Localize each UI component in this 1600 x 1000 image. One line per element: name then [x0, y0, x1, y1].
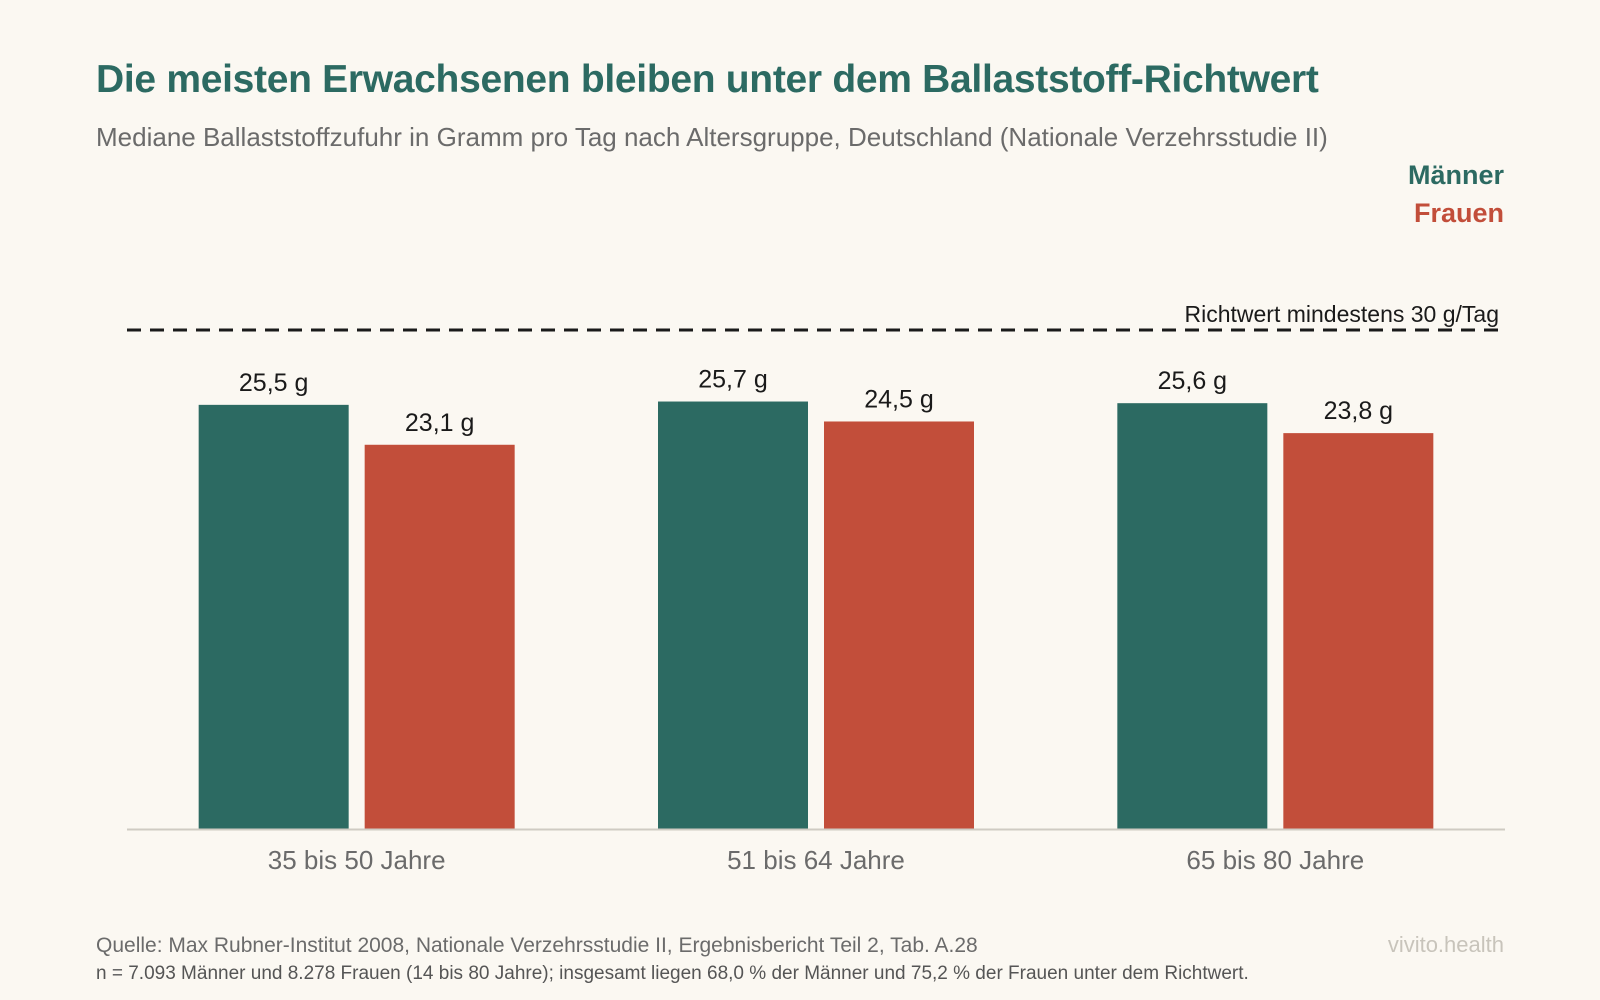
category-label-2: 65 bis 80 Jahre	[1186, 845, 1364, 875]
bar-women-1	[824, 421, 974, 829]
data-label-women-2: 23,8 g	[1324, 397, 1394, 425]
category-label-0: 35 bis 50 Jahre	[268, 845, 446, 875]
category-label-1: 51 bis 64 Jahre	[727, 845, 905, 875]
sample-note: n = 7.093 Männer und 8.278 Frauen (14 bi…	[96, 963, 1249, 984]
legend: Männer Frauen	[1408, 156, 1504, 232]
bar-women-2	[1283, 433, 1434, 829]
bar-women-0	[364, 444, 515, 829]
footer: Quelle: Max Rubner-Institut 2008, Nation…	[96, 932, 1249, 988]
data-label-women-1: 24,5 g	[864, 385, 934, 413]
legend-item-men: Männer	[1407, 160, 1504, 190]
data-label-men-0: 25,5 g	[239, 369, 309, 397]
data-label-women-0: 23,1 g	[405, 409, 475, 437]
chart-subtitle: Mediane Ballaststoffzufuhr in Gramm pro …	[96, 122, 1328, 152]
data-label-men-2: 25,6 g	[1158, 367, 1228, 395]
legend-item-women: Frauen	[1413, 198, 1504, 228]
brand-watermark: vivito.health	[1387, 932, 1504, 957]
bar-men-2	[1117, 403, 1268, 829]
source-note: Quelle: Max Rubner-Institut 2008, Nation…	[96, 934, 978, 957]
bar-men-1	[658, 401, 808, 829]
chart-title: Die meisten Erwachsenen bleiben unter de…	[96, 58, 1319, 101]
bar-men-0	[198, 404, 349, 829]
reference-line-label: Richtwert mindestens 30 g/Tag	[1185, 301, 1500, 327]
data-label-men-1: 25,7 g	[698, 366, 768, 394]
